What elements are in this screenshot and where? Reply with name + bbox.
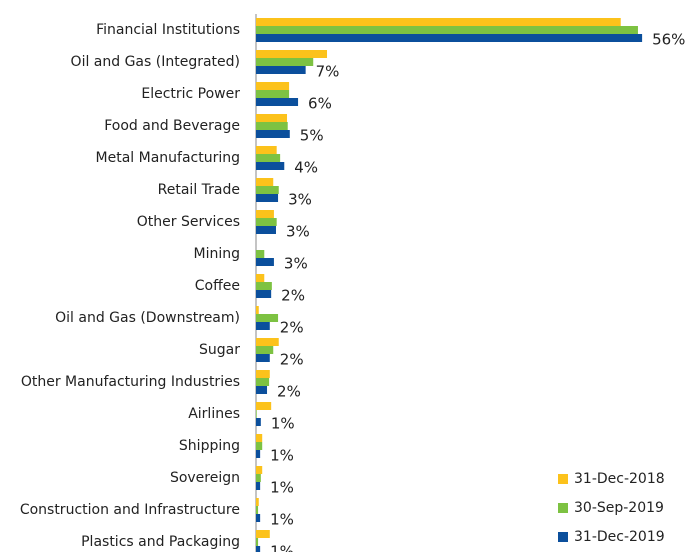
bar: [256, 26, 638, 34]
bar: [256, 322, 270, 330]
bar: [256, 90, 290, 98]
bar: [256, 122, 288, 130]
bar: [256, 154, 281, 162]
value-label: 1%: [271, 415, 295, 433]
bar: [256, 442, 263, 450]
category-label: Electric Power: [141, 86, 240, 102]
bar: [256, 402, 272, 410]
bar: [256, 250, 265, 258]
bar: [256, 514, 261, 522]
bar: [256, 130, 290, 138]
category-label: Mining: [194, 246, 241, 262]
legend-label: 30-Sep-2019: [574, 500, 664, 516]
bar: [256, 98, 299, 106]
category-label: Metal Manufacturing: [96, 150, 240, 166]
category-label: Oil and Gas (Integrated): [71, 54, 240, 70]
bar: [256, 530, 270, 538]
bar: [256, 546, 261, 552]
category-label: Retail Trade: [158, 182, 240, 198]
category-label: Other Manufacturing Industries: [21, 374, 240, 390]
bar: [256, 218, 277, 226]
bar: [256, 186, 279, 194]
value-label: 3%: [284, 255, 308, 273]
bar: [256, 386, 268, 394]
bar: [256, 258, 274, 266]
bar: [256, 226, 276, 234]
bar: [256, 370, 270, 378]
bar: [256, 290, 272, 298]
value-label: 7%: [316, 63, 340, 81]
value-label: 4%: [294, 159, 318, 177]
category-label: Sugar: [199, 342, 240, 358]
category-label: Financial Institutions: [96, 22, 240, 38]
value-label: 5%: [300, 127, 324, 145]
bar: [256, 338, 279, 346]
value-label: 2%: [280, 319, 304, 337]
bar: [256, 114, 288, 122]
bar: [256, 346, 274, 354]
value-label: 1%: [270, 479, 294, 497]
value-label: 56%: [652, 31, 685, 49]
bar: [256, 314, 279, 322]
legend-label: 31-Dec-2018: [574, 471, 665, 487]
bar: [256, 66, 306, 74]
bar: [256, 450, 261, 458]
category-label: Other Services: [137, 214, 240, 230]
legend-swatch: [558, 474, 568, 484]
bar: [256, 506, 259, 514]
category-label: Shipping: [179, 438, 240, 454]
legend-swatch: [558, 503, 568, 513]
category-label: Construction and Infrastructure: [20, 502, 240, 518]
bar: [256, 178, 274, 186]
category-label: Sovereign: [170, 470, 240, 486]
bar: [256, 474, 261, 482]
bar: [256, 418, 261, 426]
bar: [256, 82, 290, 90]
value-label: 3%: [288, 191, 312, 209]
bar: [256, 146, 277, 154]
value-label: 6%: [308, 95, 332, 113]
bar: [256, 434, 263, 442]
category-label: Food and Beverage: [104, 118, 240, 134]
bar: [256, 18, 621, 26]
category-label: Coffee: [195, 278, 240, 294]
value-label: 2%: [281, 287, 305, 305]
bar: [256, 482, 261, 490]
bar: [256, 210, 274, 218]
value-label: 1%: [270, 447, 294, 465]
bar: [256, 34, 643, 42]
bar: [256, 274, 265, 282]
bar: [256, 162, 285, 170]
category-label: Airlines: [188, 406, 240, 422]
bar: [256, 378, 270, 386]
legend-swatch: [558, 532, 568, 542]
bar: [256, 498, 259, 506]
bar: [256, 466, 263, 474]
category-label: Oil and Gas (Downstream): [55, 310, 240, 326]
bar: [256, 538, 259, 546]
bar: [256, 50, 328, 58]
value-label: 2%: [280, 351, 304, 369]
bar: [256, 194, 279, 202]
legend-label: 31-Dec-2019: [574, 529, 665, 545]
value-label: 2%: [277, 383, 301, 401]
bar: [256, 410, 257, 418]
category-label: Plastics and Packaging: [81, 534, 240, 550]
value-label: 1%: [270, 543, 294, 552]
bar: [256, 306, 259, 314]
bar: [256, 282, 272, 290]
value-label: 1%: [270, 511, 294, 529]
bar: [256, 58, 314, 66]
bar: [256, 354, 270, 362]
value-label: 3%: [286, 223, 310, 241]
